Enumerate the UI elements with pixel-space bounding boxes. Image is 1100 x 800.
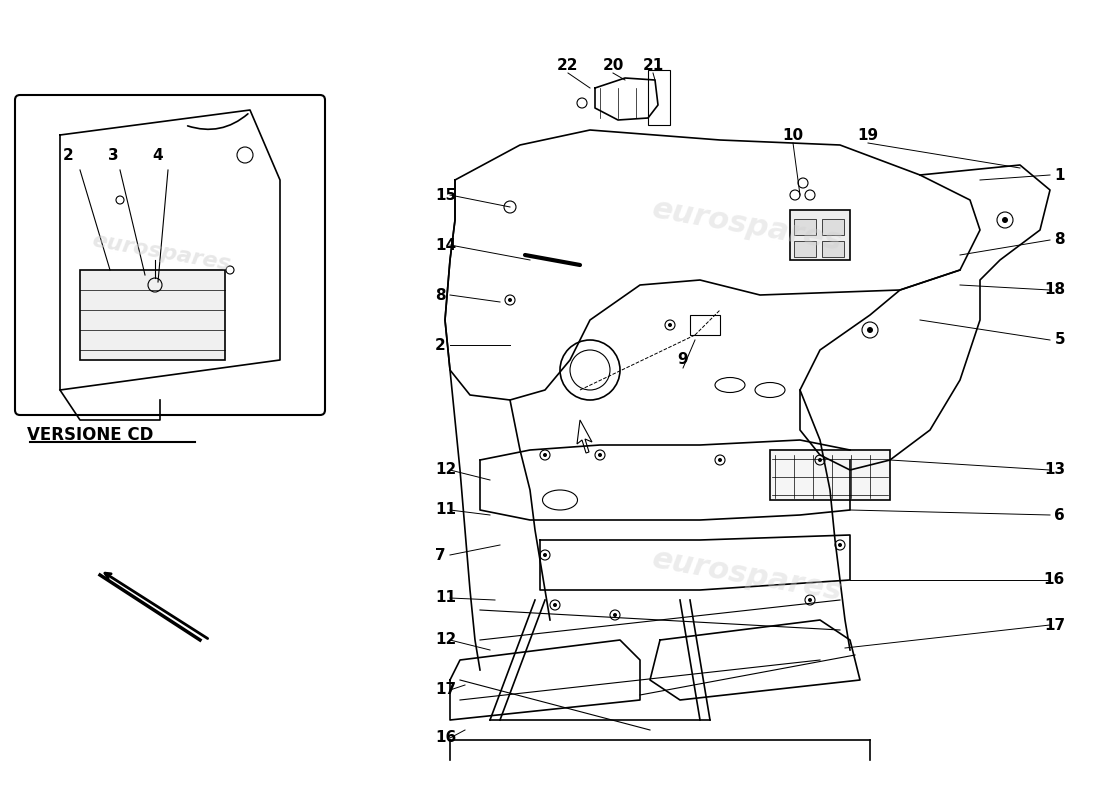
Text: 10: 10 [782, 127, 804, 142]
Text: 2: 2 [63, 147, 74, 162]
Bar [790, 210, 850, 260]
Text: 13: 13 [1044, 462, 1065, 478]
Circle shape [838, 543, 842, 547]
Circle shape [543, 553, 547, 557]
Bar [770, 450, 890, 500]
Text: eurospares: eurospares [650, 194, 845, 256]
Text: 14: 14 [434, 238, 456, 253]
Text: eurospares: eurospares [650, 544, 845, 606]
Text: 12: 12 [434, 462, 456, 478]
Text: VERSIONE CD: VERSIONE CD [26, 426, 153, 444]
Text: 4: 4 [153, 147, 163, 162]
Text: 21: 21 [642, 58, 663, 73]
Text: 5: 5 [1055, 333, 1065, 347]
Text: 8: 8 [1055, 233, 1065, 247]
Circle shape [553, 603, 557, 607]
Bar [648, 70, 670, 125]
Text: 15: 15 [434, 187, 456, 202]
Text: 7: 7 [434, 547, 446, 562]
Text: 17: 17 [1044, 618, 1065, 633]
Circle shape [668, 323, 672, 327]
Circle shape [1002, 217, 1008, 223]
Bar [794, 219, 816, 235]
Text: 12: 12 [434, 633, 456, 647]
Text: 11: 11 [434, 590, 456, 606]
Text: 9: 9 [678, 353, 689, 367]
Circle shape [598, 453, 602, 457]
Circle shape [508, 298, 512, 302]
Circle shape [808, 598, 812, 602]
Text: 17: 17 [434, 682, 456, 698]
Text: eurospares: eurospares [90, 230, 232, 274]
Circle shape [718, 458, 722, 462]
Bar [80, 270, 226, 360]
Bar [690, 315, 721, 335]
Text: 8: 8 [434, 287, 446, 302]
Circle shape [613, 613, 617, 617]
Bar [822, 241, 844, 257]
FancyBboxPatch shape [15, 95, 324, 415]
Text: 2: 2 [434, 338, 446, 353]
Text: 6: 6 [1054, 507, 1065, 522]
Text: 22: 22 [558, 58, 579, 73]
Text: 16: 16 [434, 730, 456, 746]
Text: 1: 1 [1055, 167, 1065, 182]
Text: 11: 11 [434, 502, 456, 518]
Circle shape [818, 458, 822, 462]
Text: 18: 18 [1044, 282, 1065, 298]
Polygon shape [578, 420, 592, 453]
Circle shape [867, 327, 873, 333]
Text: 16: 16 [1044, 573, 1065, 587]
Text: 20: 20 [603, 58, 624, 73]
Bar [822, 219, 844, 235]
Bar [794, 241, 816, 257]
Circle shape [543, 453, 547, 457]
Text: 3: 3 [108, 147, 119, 162]
Text: 19: 19 [857, 127, 879, 142]
